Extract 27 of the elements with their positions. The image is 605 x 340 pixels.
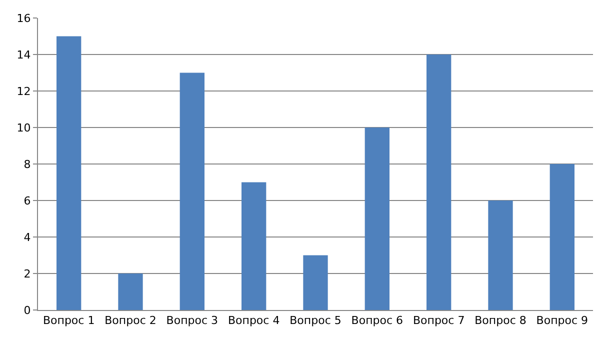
y-tick-label: 12 (16, 84, 31, 98)
y-tick-label: 0 (24, 304, 31, 317)
y-tick-label: 10 (16, 121, 31, 134)
y-tick-label: 14 (16, 48, 31, 62)
x-tick-label: Вопрос 7 (412, 314, 465, 328)
x-tick-label: Вопрос 4 (228, 314, 280, 328)
x-tick-label: Вопрос 9 (536, 314, 588, 328)
y-tick-label: 8 (24, 158, 31, 171)
bar (364, 128, 390, 310)
x-tick-label: Вопрос 5 (290, 314, 342, 328)
y-tick-label: 6 (24, 194, 31, 208)
y-tick-label: 4 (24, 230, 31, 244)
bar (550, 164, 574, 310)
x-tick-label: Вопрос 1 (42, 314, 95, 328)
bar (242, 182, 266, 310)
bar (426, 54, 452, 310)
bar (180, 72, 204, 310)
bar (118, 274, 143, 310)
bar (56, 36, 82, 310)
x-tick-label: Вопрос 3 (166, 314, 218, 328)
x-tick-label: Вопрос 6 (351, 314, 404, 328)
bar (303, 255, 328, 310)
x-tick-label: Вопрос 2 (104, 314, 156, 328)
x-tick-label: Вопрос 8 (474, 314, 526, 328)
bar (488, 200, 513, 310)
y-tick-label: 16 (16, 12, 31, 25)
y-tick-label: 2 (24, 267, 31, 280)
